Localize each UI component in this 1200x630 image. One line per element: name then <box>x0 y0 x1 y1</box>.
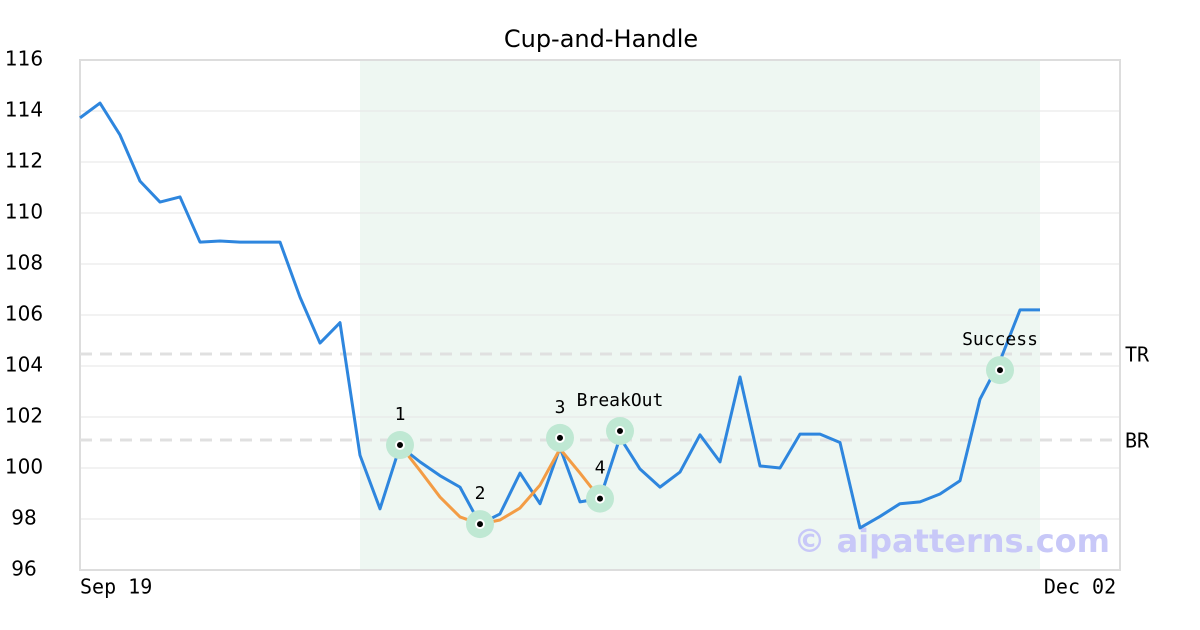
pattern-label: 1 <box>395 404 406 425</box>
y-tick-label: 114 <box>5 98 43 122</box>
pattern-label: BreakOut <box>577 390 664 411</box>
x-tick-label: Sep 19 <box>80 575 152 599</box>
pattern-label: 3 <box>555 397 566 418</box>
series-line <box>398 444 602 526</box>
y-tick-label: 112 <box>5 149 43 173</box>
watermark: © aipatterns.com <box>793 522 1110 560</box>
y-tick-label: 110 <box>5 200 43 224</box>
pattern-label: Success <box>962 329 1038 350</box>
y-tick-label: 98 <box>11 506 36 530</box>
pattern-point <box>615 426 625 437</box>
pattern-point <box>475 519 485 530</box>
chart-title: Cup-and-Handle <box>504 25 698 53</box>
level-label: BR <box>1125 428 1150 452</box>
plot-frame <box>79 59 1121 571</box>
y-tick-label: 100 <box>5 455 43 479</box>
pattern-point <box>555 432 565 443</box>
y-tick-label: 104 <box>5 353 43 377</box>
pattern-label: 4 <box>595 458 606 479</box>
pattern-point <box>395 440 405 451</box>
y-tick-label: 96 <box>11 557 36 581</box>
y-tick-label: 106 <box>5 302 43 326</box>
pattern-label: 2 <box>475 483 486 504</box>
y-tick-label: 116 <box>5 47 43 71</box>
pattern-point <box>595 493 605 504</box>
y-tick-label: 108 <box>5 251 43 275</box>
pattern-point <box>995 365 1005 376</box>
level-label: TR <box>1125 343 1150 367</box>
x-tick-label: Dec 02 <box>1044 575 1116 599</box>
y-tick-label: 102 <box>5 404 43 428</box>
